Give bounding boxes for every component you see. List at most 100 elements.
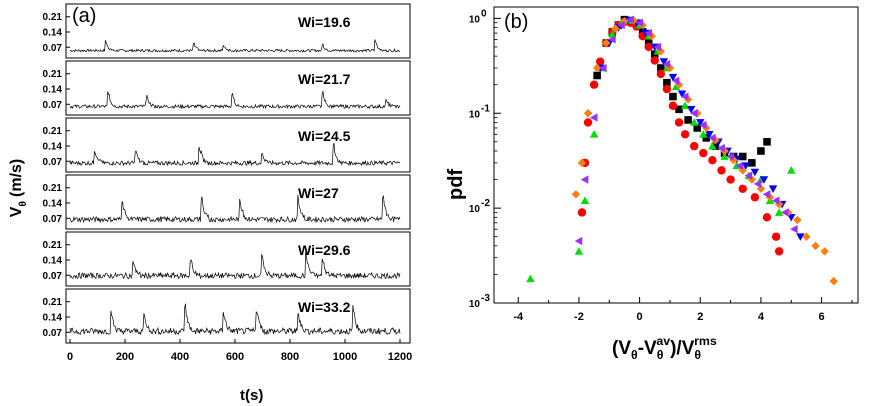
y-tick-label: 0.14	[43, 142, 63, 153]
data-point	[750, 193, 760, 202]
subpanel-frame	[65, 3, 411, 59]
data-point	[650, 56, 659, 65]
panel-b-y-axis-title: pdf	[445, 169, 467, 200]
data-point	[748, 159, 756, 167]
data-point	[644, 28, 653, 38]
data-point	[526, 274, 535, 283]
y-title-sub: θ	[18, 201, 29, 207]
data-point	[711, 142, 720, 150]
subpanel-2: 0.21 0.14 0.07 Wi=21.7	[43, 60, 411, 116]
y-tick-label: 0.14	[43, 199, 63, 210]
y-tick-label: 0.14	[43, 256, 63, 267]
y-tick-label: 0.07	[43, 214, 63, 225]
x-tick-label: 200	[116, 351, 134, 363]
data-point	[677, 90, 687, 99]
data-point	[580, 175, 589, 184]
y-tick-exponent: -3	[481, 293, 490, 304]
data-point	[705, 130, 714, 139]
subpanel-frame	[65, 174, 411, 230]
data-point	[696, 119, 705, 127]
subpanel-5: 0.21 0.14 0.07 Wi=29.6	[43, 231, 411, 287]
panel-a-x-ticks: 0 200 400 600 800 1000 1200	[67, 339, 412, 363]
data-point	[653, 42, 662, 52]
data-point	[592, 63, 602, 73]
xt-d: θ	[657, 348, 664, 362]
data-point	[577, 158, 587, 168]
data-point	[762, 213, 772, 222]
data-point	[663, 78, 671, 87]
panel-a-label: (a)	[72, 5, 96, 27]
series-3	[526, 16, 796, 283]
data-point	[671, 76, 680, 85]
subpanel-frame	[65, 288, 411, 344]
subpanel-label: Wi=24.5	[298, 128, 351, 144]
subpanel-1: 0.21 0.14 0.07 Wi=19.6	[43, 3, 411, 59]
data-point	[593, 71, 601, 80]
series-line	[69, 303, 401, 336]
data-point	[820, 247, 829, 256]
data-point	[708, 156, 717, 165]
subpanel-label: Wi=33.2	[298, 299, 351, 315]
x-tick-label: 6	[819, 311, 825, 323]
data-point	[690, 118, 699, 126]
xt-a: (V	[612, 338, 631, 359]
y-tick-label: 0.14	[43, 85, 63, 96]
data-point	[793, 215, 802, 225]
panel-b-points	[526, 15, 838, 286]
xt-e: av	[656, 334, 670, 348]
y-tick-label: 0.21	[43, 126, 63, 137]
data-point	[589, 130, 599, 138]
panel-a-y-axis-title: Vθ (m/s)	[8, 159, 29, 218]
data-point	[577, 208, 587, 217]
data-point	[768, 185, 778, 193]
data-point	[680, 92, 689, 101]
subpanel-6: 0.21 0.14 0.07 Wi=33.2	[43, 288, 411, 344]
data-point	[617, 20, 625, 30]
panel-a-y-axis-title-text: Vθ (m/s)	[8, 159, 29, 218]
y-tick-label: 10	[469, 299, 481, 310]
panel-b-frame	[493, 6, 859, 304]
y-tick-exponent: -2	[481, 198, 490, 209]
data-point	[738, 166, 747, 175]
panel-a: 0.210.140.07Wi=19.60.210.140.07Wi=21.70.…	[8, 3, 412, 404]
subpanel-label: Wi=19.6	[298, 14, 351, 30]
data-point	[699, 148, 708, 158]
x-tick-label: 1200	[388, 351, 412, 363]
data-point	[720, 152, 729, 160]
data-point	[796, 233, 805, 241]
data-point	[684, 116, 692, 124]
xt-c: -V	[638, 338, 657, 359]
y-tick-label: 0.07	[43, 271, 63, 282]
x-tick-label: 800	[281, 351, 299, 363]
series-line	[69, 142, 401, 167]
data-point	[669, 92, 677, 101]
data-point	[626, 15, 634, 24]
x-tick-label: -2	[574, 311, 584, 323]
data-point	[702, 134, 711, 142]
x-tick-label: 4	[758, 311, 765, 323]
y-title-unit: (m/s)	[8, 159, 25, 197]
data-point	[690, 109, 698, 118]
subpanel-4: 0.21 0.14 0.07 Wi=27	[43, 174, 411, 230]
subpanel-label: Wi=27	[298, 185, 339, 201]
data-point	[771, 196, 780, 205]
y-tick-label: 0.21	[43, 297, 63, 308]
data-point	[680, 130, 690, 139]
data-point	[738, 184, 747, 193]
data-point	[608, 35, 616, 44]
data-point	[744, 171, 753, 180]
subpanel-3: 0.21 0.14 0.07 Wi=24.5	[43, 117, 411, 173]
data-point	[717, 143, 725, 153]
y-tick-label: 0.07	[43, 43, 63, 54]
xt-h: rms	[694, 334, 717, 348]
x-tick-label: 600	[226, 351, 244, 363]
series-line	[69, 90, 401, 110]
data-point	[750, 168, 760, 177]
data-point	[611, 24, 620, 33]
data-point	[668, 73, 678, 82]
data-point	[668, 101, 678, 110]
data-point	[574, 247, 584, 255]
data-point	[763, 138, 771, 146]
data-point	[659, 58, 669, 66]
subpanel-frame	[65, 231, 411, 287]
